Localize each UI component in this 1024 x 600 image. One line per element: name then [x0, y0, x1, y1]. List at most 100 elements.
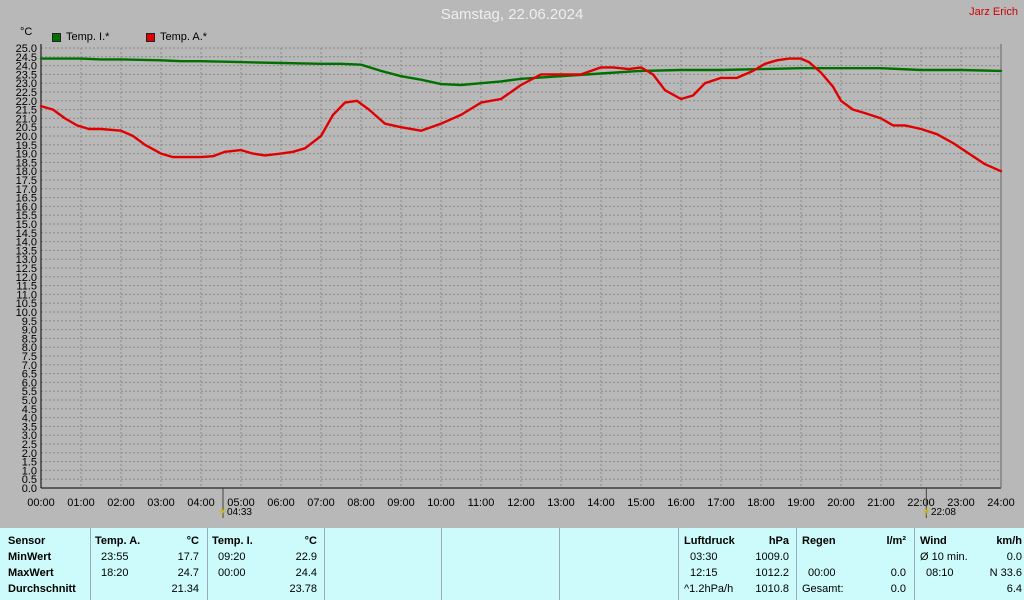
x-tick-label: 07:00	[307, 497, 335, 509]
x-tick-label: 04:00	[187, 497, 215, 509]
x-tick-label: 20:00	[827, 497, 855, 509]
y-tick-label: 3.0	[22, 430, 37, 442]
sunrise-time: 04:33	[226, 507, 252, 518]
pressure-max-value: 1012.2	[755, 567, 789, 579]
legend-item-temp-a: Temp. A.*	[146, 31, 207, 43]
x-tick-label: 01:00	[67, 497, 95, 509]
y-tick-label: 9.5	[22, 316, 37, 328]
rain-max-value: 0.0	[890, 567, 906, 579]
row-label-max: MaxWert	[8, 567, 54, 579]
x-tick-label: 23:00	[947, 497, 975, 509]
y-tick-label: 19.5	[16, 140, 37, 152]
statistics-panel	[0, 528, 1024, 600]
y-tick-label: 18.5	[16, 157, 37, 169]
pressure-header: Luftdruck	[684, 535, 735, 547]
legend-label-temp-i: Temp. I.*	[66, 31, 110, 43]
rain-total-value: 0.0	[890, 583, 906, 595]
wind-avg-value: 0.0	[1006, 551, 1022, 563]
pressure-max-time: 12:15	[690, 567, 718, 579]
y-tick-label: 1.0	[22, 465, 37, 477]
rain-unit: l/m²	[886, 535, 906, 547]
pressure-min-time: 03:30	[690, 551, 718, 563]
sunset-marker: ☀22:08	[922, 507, 956, 518]
y-tick-label: 17.5	[16, 175, 37, 187]
pressure-min-value: 1009.0	[755, 551, 789, 563]
y-tick-label: 20.0	[16, 131, 37, 143]
y-tick-label: 2.5	[22, 439, 37, 451]
y-tick-label: 23.5	[16, 69, 37, 81]
y-tick-label: 18.0	[16, 166, 37, 178]
y-tick-label: 16.0	[16, 201, 37, 213]
divider	[207, 528, 208, 600]
y-tick-label: 22.0	[16, 96, 37, 108]
chart-title: Samstag, 22.06.2024	[440, 6, 584, 23]
wind-average-value: 6.4	[1006, 583, 1022, 595]
y-tick-label: 7.0	[22, 360, 37, 372]
pressure-average-value: 1010.8	[755, 583, 789, 595]
x-tick-label: 08:00	[347, 497, 375, 509]
temp-a-min-value: 17.7	[177, 551, 199, 563]
y-tick-label: 13.0	[16, 254, 37, 266]
sensor-header: Sensor	[8, 535, 46, 547]
divider	[914, 528, 915, 600]
y-tick-label: 11.0	[16, 289, 37, 301]
temp-a-header: Temp. A.	[95, 535, 141, 547]
divider	[559, 528, 560, 600]
x-tick-label: 02:00	[107, 497, 135, 509]
legend-swatch-temp-i	[52, 32, 61, 42]
divider	[90, 528, 91, 600]
temp-i-min-time: 09:20	[218, 551, 246, 563]
y-tick-label: 0.5	[22, 474, 37, 486]
rain-max-time: 00:00	[808, 567, 836, 579]
temp-a-max-time: 18:20	[101, 567, 129, 579]
y-tick-label: 10.0	[16, 307, 37, 319]
y-tick-label: 12.0	[16, 272, 37, 284]
y-tick-label: 14.0	[16, 237, 37, 249]
y-tick-label: 4.5	[22, 404, 37, 416]
y-tick-label: 19.0	[16, 149, 37, 161]
y-tick-label: 17.0	[16, 184, 37, 196]
legend-label-temp-a: Temp. A.*	[160, 31, 208, 43]
wind-max-value: N 33.6	[989, 567, 1022, 579]
temp-i-header: Temp. I.	[212, 535, 253, 547]
divider	[441, 528, 442, 600]
pressure-unit: hPa	[768, 535, 789, 547]
x-tick-label: 19:00	[787, 497, 815, 509]
series-line-temp-i	[39, 57, 1003, 87]
x-tick-label: 11:00	[468, 497, 495, 509]
divider	[324, 528, 325, 600]
y-tick-label: 24.5	[16, 52, 37, 64]
x-tick-label: 03:00	[147, 497, 175, 509]
author-label: Jarz Erich	[969, 6, 1018, 18]
legend-swatch-temp-a	[146, 32, 155, 42]
x-tick-label: 12:00	[507, 497, 535, 509]
row-label-min: MinWert	[8, 551, 52, 563]
y-tick-label: 16.5	[16, 193, 37, 205]
rain-total-label: Gesamt:	[802, 583, 844, 595]
y-tick-label: 7.5	[22, 351, 37, 363]
temp-i-max-value: 24.4	[295, 567, 317, 579]
sun-icon: ☀	[218, 507, 227, 518]
x-tick-label: 06:00	[267, 497, 295, 509]
x-tick-label: 00:00	[27, 497, 55, 509]
y-tick-label: 23.0	[16, 78, 37, 90]
x-tick-label: 05:00	[227, 497, 255, 509]
x-tick-label: 22:00	[907, 497, 935, 509]
y-tick-label: 5.5	[22, 386, 37, 398]
x-tick-label: 13:00	[547, 497, 575, 509]
y-tick-label: 24.0	[16, 61, 37, 73]
x-tick-label: 14:00	[587, 497, 615, 509]
y-tick-label: 22.5	[16, 87, 37, 99]
y-tick-label: 14.5	[16, 228, 37, 240]
x-tick-label: 21:00	[867, 497, 895, 509]
temp-a-unit: °C	[186, 535, 199, 547]
sunrise-marker: ☀04:33	[218, 507, 252, 518]
y-tick-label: 4.0	[22, 413, 37, 425]
x-tick-label: 18:00	[747, 497, 775, 509]
y-tick-label: 2.0	[22, 448, 37, 460]
y-tick-label: 13.5	[16, 245, 37, 257]
x-tick-label: 09:00	[387, 497, 415, 509]
x-tick-label: 24:00	[987, 497, 1015, 509]
temp-i-unit: °C	[304, 535, 317, 547]
temperature-chart: 0.00.51.01.52.02.53.03.54.04.55.05.56.06…	[16, 43, 1015, 518]
